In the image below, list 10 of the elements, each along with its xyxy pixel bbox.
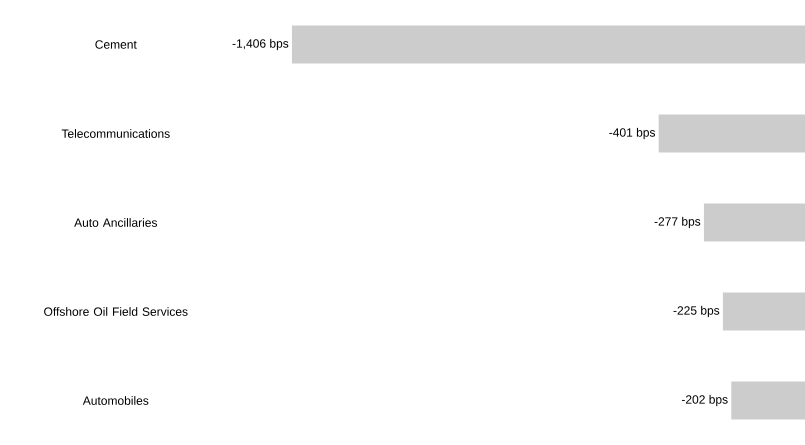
data-label: -202 bps — [682, 394, 728, 406]
y-tick-label: Automobiles — [82, 396, 148, 405]
y-tick-label: Telecommunications — [62, 129, 170, 138]
data-label: -225 bps — [674, 306, 720, 318]
data-label: -277 bps — [654, 216, 700, 228]
y-tick-label: Auto Ancillaries — [74, 218, 158, 227]
y-tick-label: Offshore Oil Field Services — [44, 307, 188, 316]
data-label: -1,406 bps — [232, 38, 288, 50]
y-tick-label: Cement — [95, 40, 137, 49]
data-label: -401 bps — [609, 128, 656, 140]
